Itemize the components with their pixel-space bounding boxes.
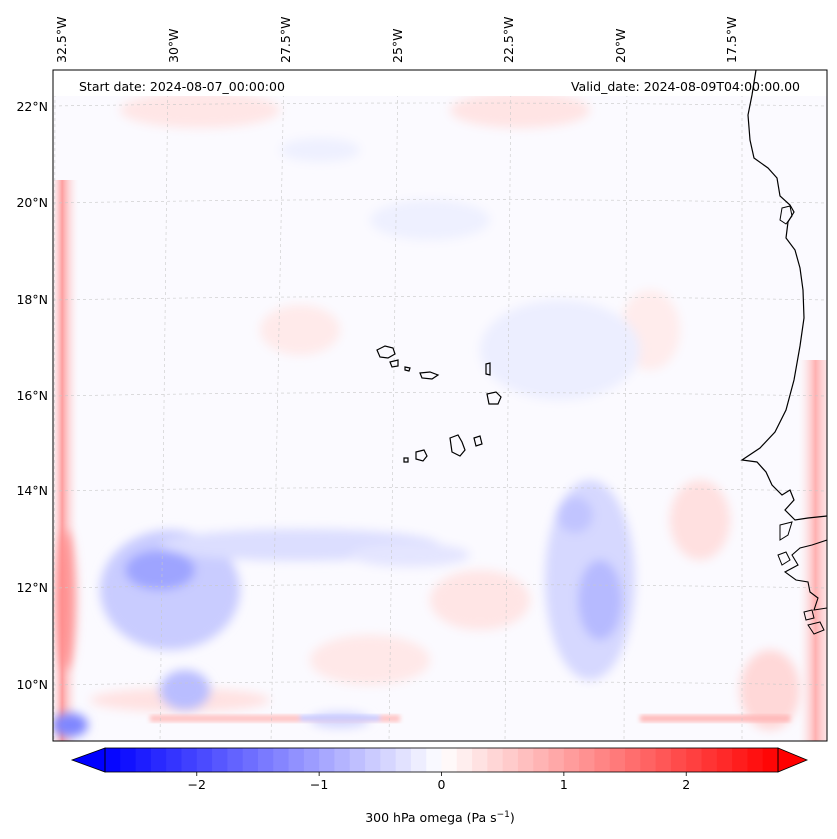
graticule [53,70,827,741]
colorbar-extend-min [70,747,106,773]
colorbar-segment [686,748,702,772]
colorbar-segment [288,748,305,772]
colorbar-label-exponent: −1 [497,810,510,820]
omega-field [53,70,827,741]
lon-label: 20°W [613,28,628,63]
colorbar-segment [150,748,167,772]
lat-label: 10°N [16,677,48,692]
colorbar-segment [548,748,565,772]
colorbar-segment [303,748,320,772]
colorbar-segment [456,748,473,772]
colorbar-segment [212,748,228,772]
blue-patches [53,138,640,737]
colorbar-segment [273,748,289,772]
colorbar-tick-label: 0 [438,777,446,792]
colorbar-tick-label: −1 [310,777,328,792]
colorbar-extend-max [777,747,809,773]
colorbar-segment [410,748,427,772]
colorbar-segment [105,748,121,772]
colorbar-tick-label: −2 [188,777,206,792]
lat-label: 12°N [16,580,48,595]
colorbar-tick-label: 2 [682,777,690,792]
start-date-label: Start date: 2024-08-07_00:00:00 [79,79,285,94]
lat-label: 14°N [16,483,48,498]
colorbar-segments [105,748,779,772]
colorbar-segment [625,748,641,772]
colorbar-segment [640,748,657,772]
colorbar-segment [257,748,274,772]
colorbar: −2 −1 0 1 2 300 hPa omega (Pa s−1) [70,747,809,825]
colorbar-segment [135,748,152,772]
header-strip [53,70,827,96]
colorbar-segment [319,748,335,772]
colorbar-label-main: 300 hPa omega (Pa s [365,810,496,825]
colorbar-segment [655,748,672,772]
lon-label: 22.5°W [501,17,516,63]
colorbar-segment [762,748,779,772]
colorbar-label: 300 hPa omega (Pa s−1) [365,810,515,825]
colorbar-ticks: −2 −1 0 1 2 [188,772,690,792]
map-frame [52,69,828,742]
colorbar-segment [334,748,351,772]
colorbar-tick-label: 1 [560,777,568,792]
colorbar-segment [533,748,549,772]
colorbar-label-close: ) [510,810,515,825]
lon-label: 32.5°W [54,17,69,63]
colorbar-segment [579,748,595,772]
longitude-labels: 32.5°W 30°W 27.5°W 25°W 22.5°W 20°W 17.5… [54,17,739,63]
colorbar-segment [120,748,136,772]
lat-label: 22°N [16,99,48,114]
colorbar-segment [242,748,259,772]
lon-label: 25°W [390,28,405,63]
africa-coastline [740,70,827,521]
colorbar-segment [441,748,458,772]
colorbar-segment [472,748,488,772]
lon-label: 27.5°W [278,17,293,63]
guinea-coastline [783,539,827,611]
colorbar-segment [732,748,748,772]
colorbar-segment [670,748,687,772]
colorbar-segment [563,748,580,772]
colorbar-segment [227,748,244,772]
colorbar-segment [365,748,381,772]
lat-label: 20°N [16,195,48,210]
colorbar-segment [395,748,412,772]
cape-verde-islands [376,345,502,463]
lat-label: 18°N [16,292,48,307]
colorbar-segment [380,748,397,772]
lon-label: 30°W [166,28,181,63]
colorbar-segment [716,748,733,772]
colorbar-segment [609,748,626,772]
bottom-stripe [150,715,790,722]
red-patches [56,92,800,730]
colorbar-segment [594,748,611,772]
right-edge-band [798,360,827,741]
latitude-labels: 22°N 20°N 18°N 16°N 14°N 12°N 10°N [16,99,48,692]
valid-date-label: Valid_date: 2024-08-09T04:00:00.00 [571,79,800,94]
colorbar-segment [426,748,442,772]
colorbar-segment [181,748,198,772]
colorbar-segment [517,748,534,772]
map-panel [52,69,828,742]
colorbar-segment [502,748,519,772]
colorbar-segment [701,748,718,772]
colorbar-segment [349,748,366,772]
colorbar-segment [196,748,213,772]
colorbar-segment [747,748,764,772]
colorbar-segment [487,748,504,772]
colorbar-segment [166,748,182,772]
lat-label: 16°N [16,388,48,403]
lon-label: 17.5°W [724,17,739,63]
